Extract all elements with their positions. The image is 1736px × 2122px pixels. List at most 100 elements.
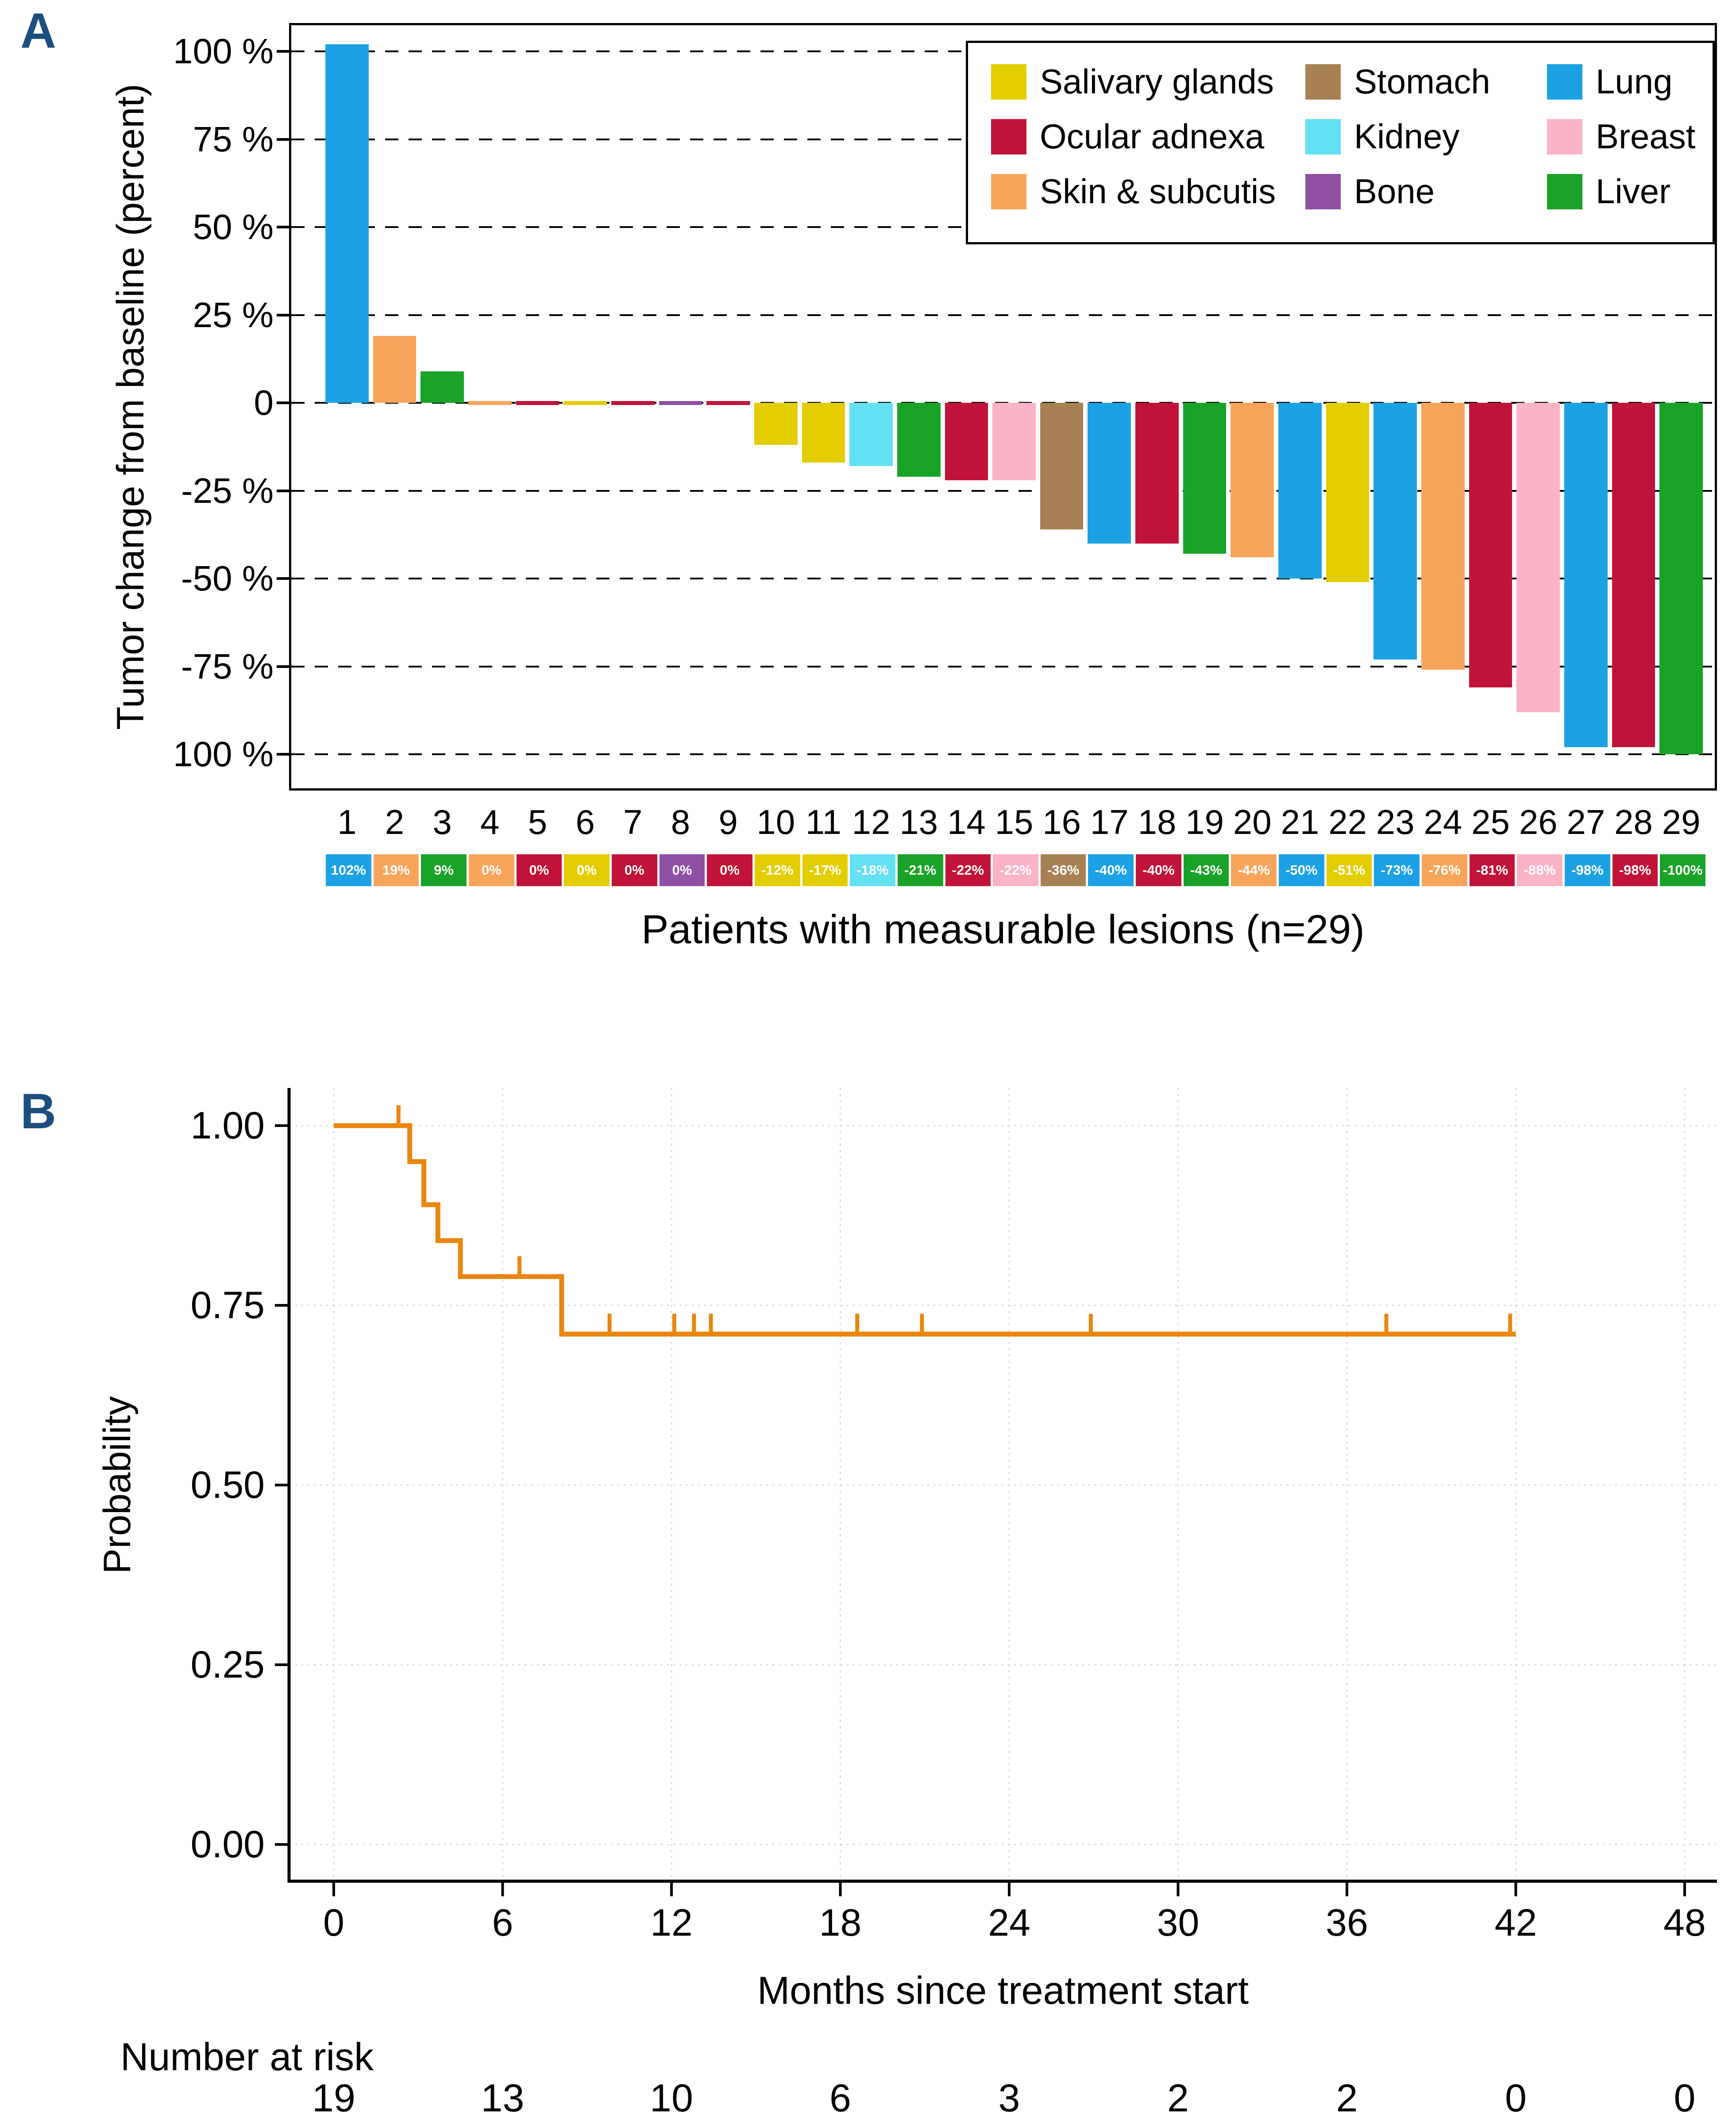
gridline--75: [291, 665, 1715, 667]
legend-item-ocular-adnexa: Ocular adnexa: [991, 116, 1276, 157]
panel-a-ytick-label-50: 50 %: [193, 207, 274, 247]
waterfall-bar-5: [516, 401, 559, 405]
waterfall-bar-19: [1183, 403, 1227, 554]
panel-a-ytick-mark: [277, 226, 289, 228]
number-at-risk-count-24: 3: [998, 2076, 1020, 2120]
waterfall-bar-1: [325, 44, 369, 403]
waterfall-bar-25: [1469, 403, 1512, 688]
panel-a-ytick-mark: [277, 313, 289, 316]
legend-swatch-icon: [1547, 64, 1582, 100]
legend-item-stomach: Stomach: [1305, 62, 1490, 102]
number-at-risk-count-30: 2: [1167, 2076, 1189, 2120]
bar-value-label-27: -98%: [1565, 854, 1610, 886]
panel-a-x-axis-title: Patients with measurable lesions (n=29): [641, 907, 1365, 952]
km-ytick-label-0.25: 0.25: [190, 1644, 265, 1686]
km-xtick-label-12: 12: [650, 1902, 693, 1944]
waterfall-bar-20: [1231, 403, 1274, 558]
legend-label: Skin & subcutis: [1040, 172, 1276, 211]
waterfall-bar-24: [1421, 403, 1465, 670]
waterfall-bar-12: [849, 403, 893, 466]
panel-a-ytick-mark: [277, 489, 289, 492]
waterfall-bar-6: [563, 401, 607, 405]
patient-index-13: 13: [899, 803, 938, 841]
km-ytick-label-0.75: 0.75: [190, 1284, 265, 1327]
legend-swatch-icon: [991, 174, 1026, 209]
bar-value-label-19: -43%: [1183, 854, 1229, 886]
legend-swatch-icon: [1547, 174, 1582, 209]
gridline-25: [291, 314, 1715, 316]
patient-index-16: 16: [1042, 803, 1081, 841]
patient-index-11: 11: [805, 803, 841, 841]
number-at-risk-count-12: 10: [650, 2076, 693, 2120]
gridline--100: [291, 753, 1715, 755]
waterfall-bar-21: [1278, 403, 1322, 579]
panel-a-ytick-label--50: -50 %: [181, 559, 274, 598]
legend-item-breast: Breast: [1547, 116, 1695, 157]
legend-label: Lung: [1596, 62, 1673, 101]
legend-item-lung: Lung: [1547, 62, 1695, 102]
patient-index-29: 29: [1662, 803, 1701, 841]
waterfall-bar-23: [1373, 403, 1417, 660]
patient-index-22: 22: [1328, 803, 1367, 841]
legend-label: Breast: [1596, 117, 1696, 156]
legend-swatch-icon: [1305, 119, 1341, 154]
panel-a-ytick-label-100: 100 %: [173, 31, 274, 71]
bar-value-label-4: 0%: [468, 854, 514, 886]
legend-label: Ocular adnexa: [1040, 117, 1265, 156]
gridline--50: [291, 578, 1715, 579]
legend-item-skin-subcutis: Skin & subcutis: [991, 171, 1276, 212]
panel-b-x-axis-title: Months since treatment start: [757, 1968, 1249, 2012]
panel-a-ytick-label--100: 100 %: [173, 734, 274, 774]
bar-value-label-22: -51%: [1326, 854, 1372, 886]
patient-index-26: 26: [1519, 803, 1558, 841]
waterfall-bar-2: [373, 336, 417, 403]
number-at-risk-count-18: 6: [829, 2076, 851, 2120]
patient-index-3: 3: [432, 803, 452, 841]
bar-value-label-1: 102%: [326, 854, 371, 886]
km-xtick-label-6: 6: [492, 1902, 513, 1944]
legend-column-3: Lung Breast Liver: [1547, 62, 1695, 212]
bar-value-label-3: 9%: [421, 854, 467, 886]
legend-swatch-icon: [1305, 64, 1341, 100]
number-at-risk-count-0: 19: [312, 2076, 355, 2120]
panel-a-ytick-label-25: 25 %: [193, 295, 274, 335]
panel-a-ytick-label-0: 0: [254, 383, 274, 422]
legend-item-bone: Bone: [1305, 171, 1490, 212]
waterfall-bar-4: [468, 401, 512, 405]
legend-swatch-icon: [1305, 174, 1341, 209]
patient-index-14: 14: [947, 803, 986, 841]
patient-index-9: 9: [718, 803, 738, 841]
bar-value-label-7: 0%: [611, 854, 657, 886]
number-at-risk-count-6: 13: [481, 2076, 525, 2120]
patient-index-28: 28: [1614, 803, 1653, 841]
bar-value-label-5: 0%: [516, 854, 562, 886]
patient-index-25: 25: [1471, 803, 1510, 841]
panel-a-ytick-mark: [277, 401, 289, 404]
km-xtick-label-48: 48: [1663, 1902, 1706, 1944]
km-xtick-label-0: 0: [323, 1902, 344, 1944]
waterfall-bar-11: [802, 403, 845, 463]
patient-index-15: 15: [995, 803, 1034, 841]
patient-index-27: 27: [1566, 803, 1605, 841]
number-at-risk-count-42: 0: [1505, 2076, 1527, 2120]
bar-value-label-25: -81%: [1469, 854, 1515, 886]
number-at-risk-label: Number at risk: [120, 2035, 374, 2079]
panel-a-ytick-label-75: 75 %: [193, 119, 274, 159]
waterfall-bar-27: [1564, 403, 1608, 748]
waterfall-bar-17: [1088, 403, 1131, 544]
bar-value-label-24: -76%: [1422, 854, 1467, 886]
waterfall-bar-26: [1516, 403, 1560, 712]
waterfall-bar-15: [992, 403, 1036, 480]
legend-label: Bone: [1354, 172, 1435, 211]
panel-a-label: A: [20, 3, 56, 58]
bar-value-label-12: -18%: [850, 854, 895, 886]
bar-value-label-2: 19%: [373, 854, 419, 886]
legend-column-2: Stomach Kidney Bone: [1305, 62, 1490, 212]
km-xtick-label-36: 36: [1326, 1902, 1368, 1944]
number-at-risk-count-36: 2: [1336, 2076, 1358, 2120]
waterfall-bar-29: [1659, 403, 1703, 754]
bar-value-label-23: -73%: [1374, 854, 1420, 886]
bar-value-label-21: -50%: [1279, 854, 1324, 886]
legend-item-kidney: Kidney: [1305, 116, 1490, 157]
